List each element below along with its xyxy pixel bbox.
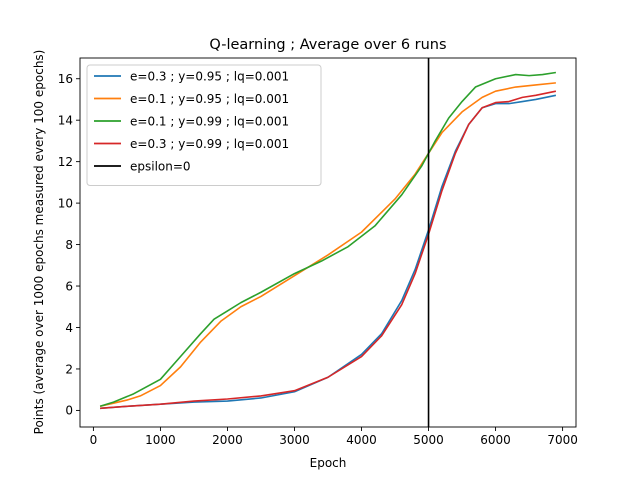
series-line-4 <box>100 90 557 410</box>
legend-label-2: e=0.1 ; y=0.95 ; lq=0.001 <box>130 92 289 106</box>
legend-box <box>86 64 322 186</box>
x-tick-label: 2000 <box>212 433 243 447</box>
chart-title: Q-learning ; Average over 6 runs <box>209 37 446 53</box>
legend-label-5: epsilon=0 <box>130 160 191 174</box>
legend-label-1: e=0.3 ; y=0.95 ; lq=0.001 <box>130 70 289 84</box>
x-tick-label: 7000 <box>547 433 578 447</box>
series-line-1 <box>100 94 557 410</box>
legend: e=0.3 ; y=0.95 ; lq=0.001 e=0.1 ; y=0.95 … <box>86 64 322 186</box>
y-tick-label: 0 <box>65 404 73 418</box>
y-tick-label: 10 <box>58 196 73 210</box>
series-line-3 <box>99 71 557 408</box>
y-axis-label: Points (average over 1000 epochs measure… <box>32 50 46 435</box>
y-tick-label: 14 <box>58 113 73 127</box>
y-tick-label: 6 <box>65 279 73 293</box>
x-axis-label: Epoch <box>310 456 347 470</box>
y-tick-label: 4 <box>65 321 73 335</box>
plot-area: 0 1000 2000 3000 4000 5000 6000 7000 0 2 4 6 8 10 12 14… <box>58 57 578 447</box>
x-tick-label: 4000 <box>346 433 377 447</box>
y-tick-label: 12 <box>58 155 73 169</box>
legend-label-4: e=0.3 ; y=0.99 ; lq=0.001 <box>130 137 289 151</box>
y-tick-label: 16 <box>58 72 73 86</box>
series-line-2 <box>99 82 556 408</box>
x-tick-label: 6000 <box>480 433 511 447</box>
x-tick-label: 0 <box>90 433 98 447</box>
axes-frame <box>79 57 577 428</box>
y-tick-label: 8 <box>65 238 73 252</box>
y-tick-label: 2 <box>65 362 73 376</box>
x-tick-label: 1000 <box>145 433 176 447</box>
legend-label-3: e=0.1 ; y=0.99 ; lq=0.001 <box>130 115 289 129</box>
x-tick-label: 3000 <box>279 433 310 447</box>
x-tick-label: 5000 <box>413 433 444 447</box>
